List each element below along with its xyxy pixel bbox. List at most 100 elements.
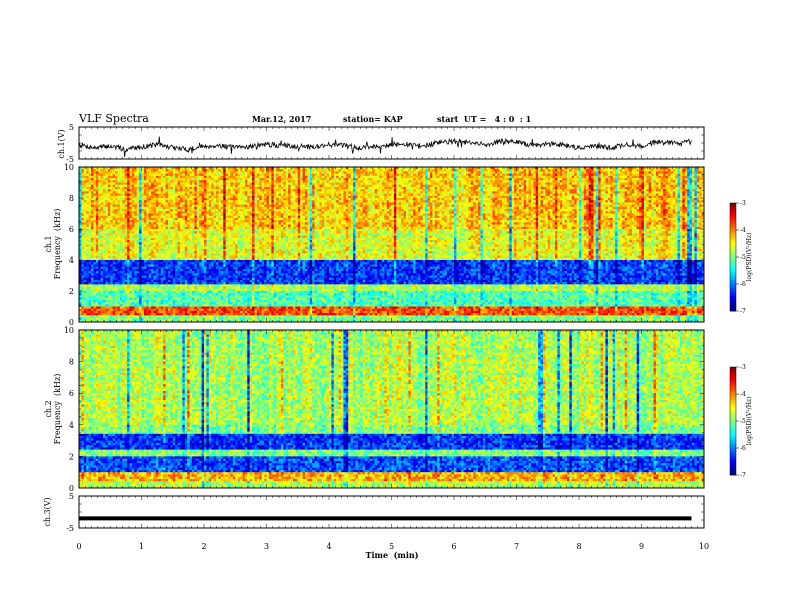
heatmap-cell — [304, 184, 308, 188]
heatmap-cell — [115, 189, 118, 192]
heatmap-cell — [691, 167, 695, 170]
heatmap-cell — [228, 178, 231, 181]
heatmap-cell — [264, 193, 267, 197]
heatmap-cell — [360, 191, 364, 194]
heatmap-cell — [598, 169, 602, 172]
heatmap-cell — [470, 191, 474, 194]
heatmap-cell — [369, 204, 373, 208]
heatmap-cell — [256, 169, 260, 172]
heatmap-cell — [607, 173, 611, 177]
heatmap-cell — [98, 186, 102, 190]
heatmap-cell — [658, 200, 662, 203]
heatmap-cell — [646, 186, 650, 190]
heatmap-cell — [490, 169, 493, 172]
heatmap-cell — [105, 180, 109, 183]
heatmap-cell — [622, 191, 626, 194]
heatmap-cell — [699, 175, 702, 179]
heatmap-cell — [420, 189, 424, 192]
heatmap-cell — [353, 178, 356, 181]
heatmap-cell — [439, 173, 443, 177]
heatmap-cell — [247, 178, 251, 181]
heatmap-cell — [528, 171, 532, 175]
heatmap-cell — [530, 182, 534, 186]
heatmap-cell — [607, 204, 611, 208]
heatmap-cell — [449, 180, 452, 183]
heatmap-cell — [530, 175, 534, 179]
heatmap-cell — [530, 189, 534, 192]
heatmap-cell — [497, 178, 501, 181]
heatmap-cell — [569, 189, 573, 192]
heatmap-cell — [427, 184, 431, 188]
heatmap-cell — [694, 186, 698, 190]
heatmap-cell — [343, 180, 347, 183]
heatmap-cell — [338, 182, 342, 186]
heatmap-cell — [268, 204, 272, 208]
heatmap-cell — [139, 178, 142, 181]
heatmap-cell — [658, 184, 662, 188]
heatmap-cell — [511, 175, 515, 179]
heatmap-cell — [533, 191, 537, 194]
heatmap-cell — [288, 184, 291, 188]
heatmap-cell — [355, 204, 359, 208]
heatmap-cell — [278, 186, 282, 190]
heatmap-cell — [295, 184, 299, 188]
heatmap-cell — [538, 180, 541, 183]
station-label: station= KAP — [343, 114, 403, 124]
heatmap-cell — [509, 191, 513, 194]
heatmap-cell — [143, 175, 147, 179]
heatmap-cell — [244, 180, 248, 183]
heatmap-cell — [91, 180, 94, 183]
heatmap-cell — [446, 186, 450, 190]
heatmap-cell — [285, 178, 289, 181]
heatmap-cell — [526, 200, 529, 203]
heatmap-cell — [333, 169, 337, 172]
heatmap-cell — [403, 175, 407, 179]
heatmap-cell — [665, 204, 669, 208]
heatmap-cell — [242, 175, 246, 179]
heatmap-cell — [228, 171, 231, 175]
heatmap-cell — [605, 171, 609, 175]
heatmap-cell — [420, 167, 424, 170]
heatmap-cell — [268, 195, 272, 199]
heatmap-cell — [639, 180, 642, 183]
heatmap-cell — [307, 173, 311, 177]
heatmap-cell — [345, 191, 349, 194]
heatmap-cell — [95, 167, 99, 170]
heatmap-cell — [675, 193, 678, 197]
heatmap-cell — [627, 189, 630, 192]
heatmap-cell — [675, 184, 678, 188]
heatmap-cell — [528, 180, 532, 183]
heatmap-cell — [292, 169, 296, 172]
heatmap-cell — [502, 184, 505, 188]
heatmap-cell — [482, 173, 486, 177]
heatmap-cell — [189, 204, 193, 208]
heatmap-cell — [249, 189, 253, 192]
heatmap-cell — [292, 171, 296, 175]
heatmap-cell — [427, 169, 431, 172]
heatmap-cell — [107, 189, 111, 192]
heatmap-cell — [360, 175, 364, 179]
heatmap-cell — [458, 191, 462, 194]
heatmap-cell — [417, 189, 421, 192]
heatmap-cell — [627, 171, 630, 175]
heatmap-cell — [523, 200, 527, 203]
heatmap-cell — [485, 184, 489, 188]
heatmap-cell — [624, 189, 628, 192]
heatmap-cell — [107, 186, 111, 190]
heatmap-cell — [605, 178, 609, 181]
heatmap-cell — [95, 184, 99, 188]
heatmap-cell — [256, 171, 260, 175]
heatmap-cell — [225, 180, 229, 183]
heatmap-cell — [136, 169, 140, 172]
heatmap-cell — [353, 180, 356, 183]
heatmap-cell — [350, 189, 354, 192]
heatmap-cell — [93, 189, 97, 192]
heatmap-cell — [562, 182, 565, 186]
heatmap-cell — [454, 180, 457, 183]
heatmap-cell — [518, 191, 522, 194]
heatmap-cell — [398, 184, 402, 188]
heatmap-cell — [381, 167, 385, 170]
heatmap-cell — [574, 171, 577, 175]
heatmap-cell — [586, 178, 590, 181]
heatmap-cell — [81, 191, 85, 194]
